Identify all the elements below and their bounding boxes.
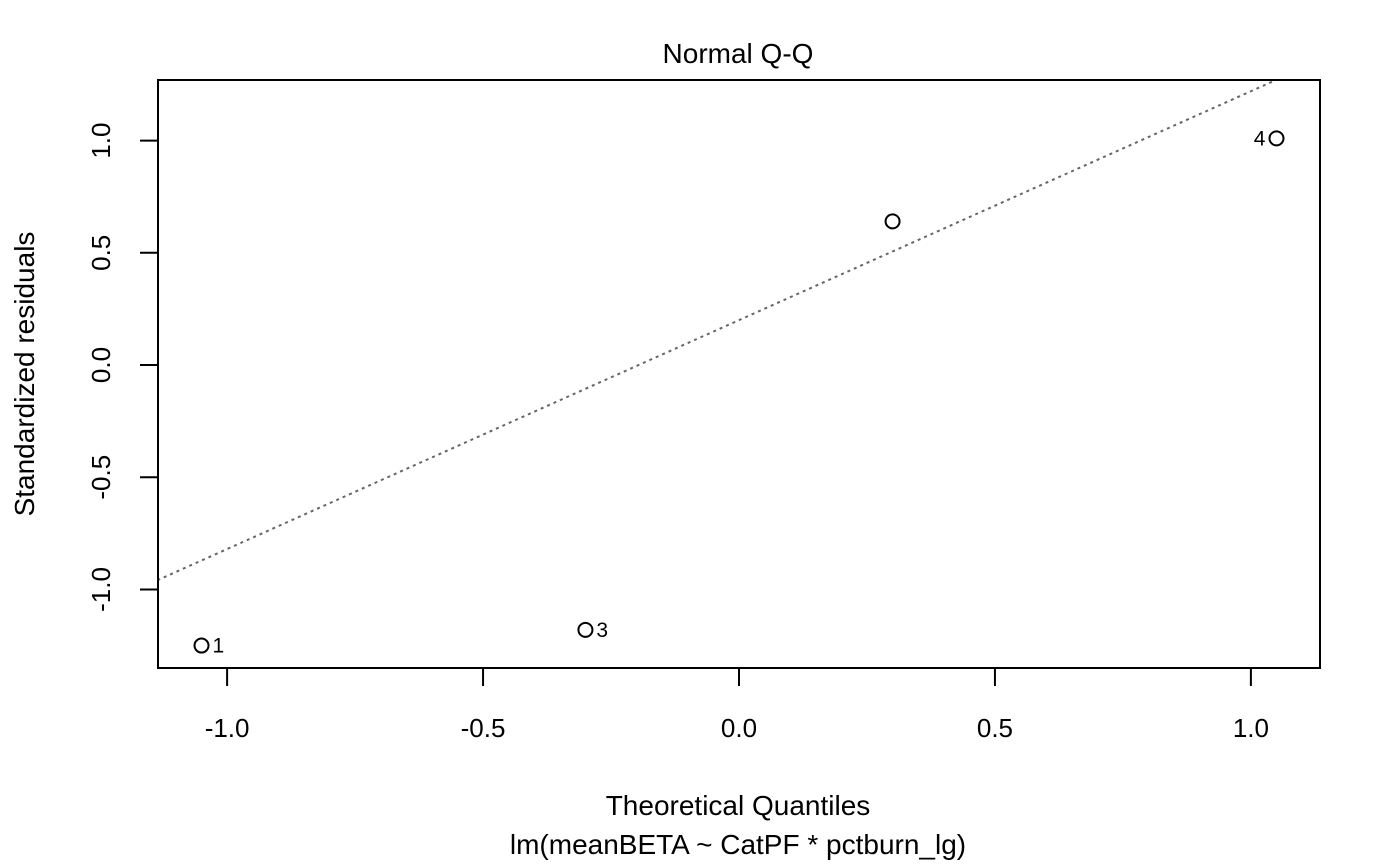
x-tick-label: -0.5 bbox=[461, 713, 506, 743]
y-axis-title: Standardized residuals bbox=[9, 232, 40, 517]
chart-title: Normal Q-Q bbox=[663, 38, 814, 69]
x-tick-label: 1.0 bbox=[1233, 713, 1269, 743]
point-label: 3 bbox=[596, 619, 608, 642]
point-label: 4 bbox=[1254, 127, 1266, 150]
x-axis-title: Theoretical Quantiles bbox=[606, 790, 871, 821]
data-point bbox=[577, 621, 594, 638]
plot-area: -1.0 -0.5 0.0 0.5 1.0 -1.0 -0.5 0.0 0.5 1.0 1 3 4 bbox=[86, 79, 1321, 743]
y-tick-label: 0.5 bbox=[86, 235, 116, 271]
point-label: 1 bbox=[213, 635, 225, 658]
plot-border bbox=[157, 79, 1321, 669]
y-tick-label: -1.0 bbox=[86, 567, 116, 612]
x-tick-label: 0.0 bbox=[721, 713, 757, 743]
reference-line bbox=[158, 80, 1279, 582]
y-tick-label: -0.5 bbox=[86, 455, 116, 500]
x-tick-label: 0.5 bbox=[977, 713, 1013, 743]
data-point bbox=[884, 213, 901, 230]
chart-subtitle: lm(meanBETA ~ CatPF * pctburn_lg) bbox=[510, 829, 966, 860]
y-tick-label: 1.0 bbox=[86, 123, 116, 159]
x-tick-label: -1.0 bbox=[205, 713, 250, 743]
data-point bbox=[193, 637, 210, 654]
data-point bbox=[1268, 130, 1285, 147]
y-tick-label: 0.0 bbox=[86, 347, 116, 383]
